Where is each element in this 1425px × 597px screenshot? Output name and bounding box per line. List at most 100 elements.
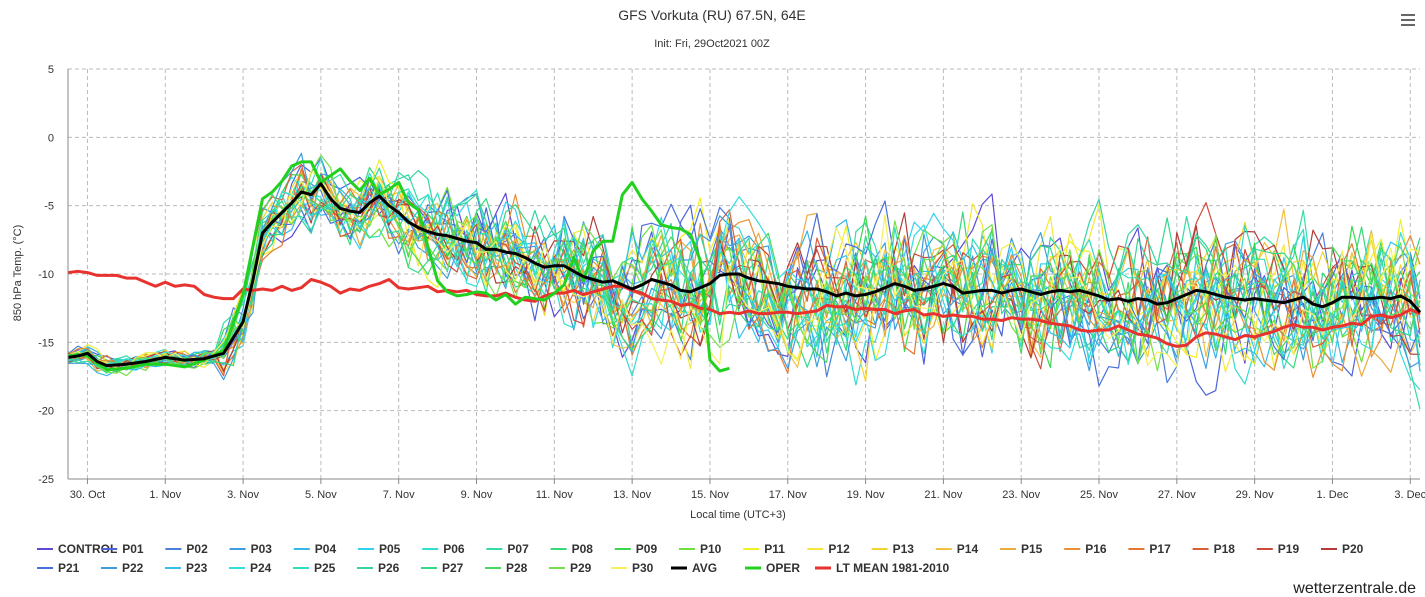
- y-tick-label: -10: [38, 269, 54, 281]
- legend-label: P01: [122, 542, 144, 556]
- legend-item-p10[interactable]: P10: [679, 542, 722, 556]
- x-tick-label: 7. Nov: [383, 489, 415, 501]
- legend-label: P13: [893, 542, 915, 556]
- x-tick-label: 1. Nov: [149, 489, 181, 501]
- legend-label: P12: [828, 542, 850, 556]
- main-lines: [67, 160, 1422, 373]
- legend-item-p09[interactable]: P09: [614, 542, 658, 556]
- series-line-lt-mean-1981-2010: [67, 269, 1421, 348]
- legend-item-p29[interactable]: P29: [549, 561, 592, 575]
- legend-item-oper[interactable]: OPER: [745, 561, 800, 575]
- legend-label: P24: [250, 561, 272, 575]
- legend-item-p26[interactable]: P26: [357, 561, 400, 575]
- x-tick-label: 3. Nov: [227, 489, 259, 501]
- y-tick-label: -20: [38, 406, 54, 418]
- x-tick-label: 17. Nov: [769, 489, 807, 501]
- legend-label: CONTROL: [58, 542, 117, 556]
- legend-item-p13[interactable]: P13: [871, 542, 915, 556]
- series-line-oper: [67, 160, 730, 373]
- axes: 5 0 -5 -10 -15 -20 -25 30. Oct 1. Nov 3. Nov 5. No…: [38, 64, 1425, 501]
- x-tick-label: 15. Nov: [691, 489, 729, 501]
- legend-item-p07[interactable]: P07: [486, 542, 529, 556]
- series-line-p29: [67, 154, 1421, 374]
- legend-item-p28[interactable]: P28: [485, 561, 528, 575]
- legend-item-p18[interactable]: P18: [1192, 542, 1236, 556]
- series-line-p16: [67, 193, 1421, 378]
- series-line-p27: [67, 175, 1421, 374]
- legend-item-p25[interactable]: P25: [293, 561, 336, 575]
- legend-label: P30: [632, 561, 654, 575]
- legend-item-p15[interactable]: P15: [1000, 542, 1043, 556]
- legend-label: P09: [636, 542, 658, 556]
- series-line-p01: [67, 157, 1421, 396]
- legend-item-p23[interactable]: P23: [165, 561, 208, 575]
- legend-label: LT MEAN 1981-2010: [836, 561, 949, 575]
- x-tick-label: 19. Nov: [847, 489, 885, 501]
- legend-item-p17[interactable]: P17: [1128, 542, 1171, 556]
- legend-item-p20[interactable]: P20: [1321, 542, 1364, 556]
- legend-item-p03[interactable]: P03: [229, 542, 273, 556]
- legend-item-p12[interactable]: P12: [807, 542, 850, 556]
- legend-item-p06[interactable]: P06: [422, 542, 465, 556]
- y-tick-label: 0: [48, 132, 54, 144]
- x-tick-label: 21. Nov: [924, 489, 962, 501]
- legend-item-avg[interactable]: AVG: [671, 561, 717, 575]
- y-axis-title: 850 hPa Temp. (°C): [12, 225, 24, 322]
- chart-title: GFS Vorkuta (RU) 67.5N, 64E: [618, 7, 806, 23]
- legend-item-p21[interactable]: P21: [37, 561, 80, 575]
- series-line-p18: [67, 163, 1421, 377]
- x-tick-label: 23. Nov: [1002, 489, 1040, 501]
- legend-item-p04[interactable]: P04: [293, 542, 337, 556]
- legend-label: P20: [1342, 542, 1364, 556]
- legend-label: P29: [570, 561, 592, 575]
- legend-label: P04: [315, 542, 337, 556]
- legend-label: P02: [186, 542, 208, 556]
- series-line-p09: [67, 174, 1421, 369]
- legend-label: P25: [314, 561, 336, 575]
- credit-text[interactable]: wetterzentrale.de: [1292, 580, 1416, 597]
- legend-label: P07: [507, 542, 529, 556]
- legend-item-p30[interactable]: P30: [611, 561, 654, 575]
- legend-item-p16[interactable]: P16: [1064, 542, 1107, 556]
- legend-item-p22[interactable]: P22: [101, 561, 144, 575]
- series-line-p05: [67, 176, 1421, 367]
- legend-label: P23: [186, 561, 208, 575]
- legend-label: OPER: [766, 561, 800, 575]
- legend-item-p05[interactable]: P05: [358, 542, 401, 556]
- legend-item-p19[interactable]: P19: [1256, 542, 1300, 556]
- x-tick-label: 13. Nov: [613, 489, 651, 501]
- x-tick-label: 30. Oct: [70, 489, 105, 501]
- x-tick-label: 11. Nov: [536, 489, 574, 501]
- legend-item-p08[interactable]: P08: [550, 542, 594, 556]
- legend-label: P03: [251, 542, 273, 556]
- legend-item-p14[interactable]: P14: [935, 542, 979, 556]
- legend-label: P21: [58, 561, 80, 575]
- x-tick-label: 9. Nov: [461, 489, 493, 501]
- legend-item-p27[interactable]: P27: [421, 561, 464, 575]
- legend-label: P11: [764, 542, 785, 556]
- legend-item-lt-mean-1981-2010[interactable]: LT MEAN 1981-2010: [815, 561, 949, 575]
- series-line-p23: [67, 188, 1421, 377]
- legend-label: P10: [700, 542, 722, 556]
- hamburger-menu-icon[interactable]: [1398, 10, 1418, 30]
- legend-label: P16: [1085, 542, 1107, 556]
- legend-item-p01[interactable]: P01: [101, 542, 144, 556]
- legend-label: P08: [572, 542, 594, 556]
- legend-label: P18: [1214, 542, 1236, 556]
- chart-subtitle: Init: Fri, 29Oct2021 00Z: [654, 38, 770, 50]
- legend-item-p24[interactable]: P24: [229, 561, 272, 575]
- series-line-avg: [67, 182, 1422, 368]
- legend-label: P19: [1278, 542, 1300, 556]
- legend-label: P06: [443, 542, 465, 556]
- legend-item-p11[interactable]: P11: [743, 542, 785, 556]
- x-tick-label: 5. Nov: [305, 489, 337, 501]
- legend-item-control[interactable]: CONTROL: [37, 542, 117, 556]
- legend-label: P05: [379, 542, 401, 556]
- x-axis-title: Local time (UTC+3): [690, 509, 786, 521]
- series-line-p24: [67, 177, 1421, 366]
- legend-item-p02[interactable]: P02: [165, 542, 208, 556]
- legend-label: AVG: [692, 561, 717, 575]
- x-tick-label: 27. Nov: [1158, 489, 1196, 501]
- x-tick-label: 25. Nov: [1080, 489, 1118, 501]
